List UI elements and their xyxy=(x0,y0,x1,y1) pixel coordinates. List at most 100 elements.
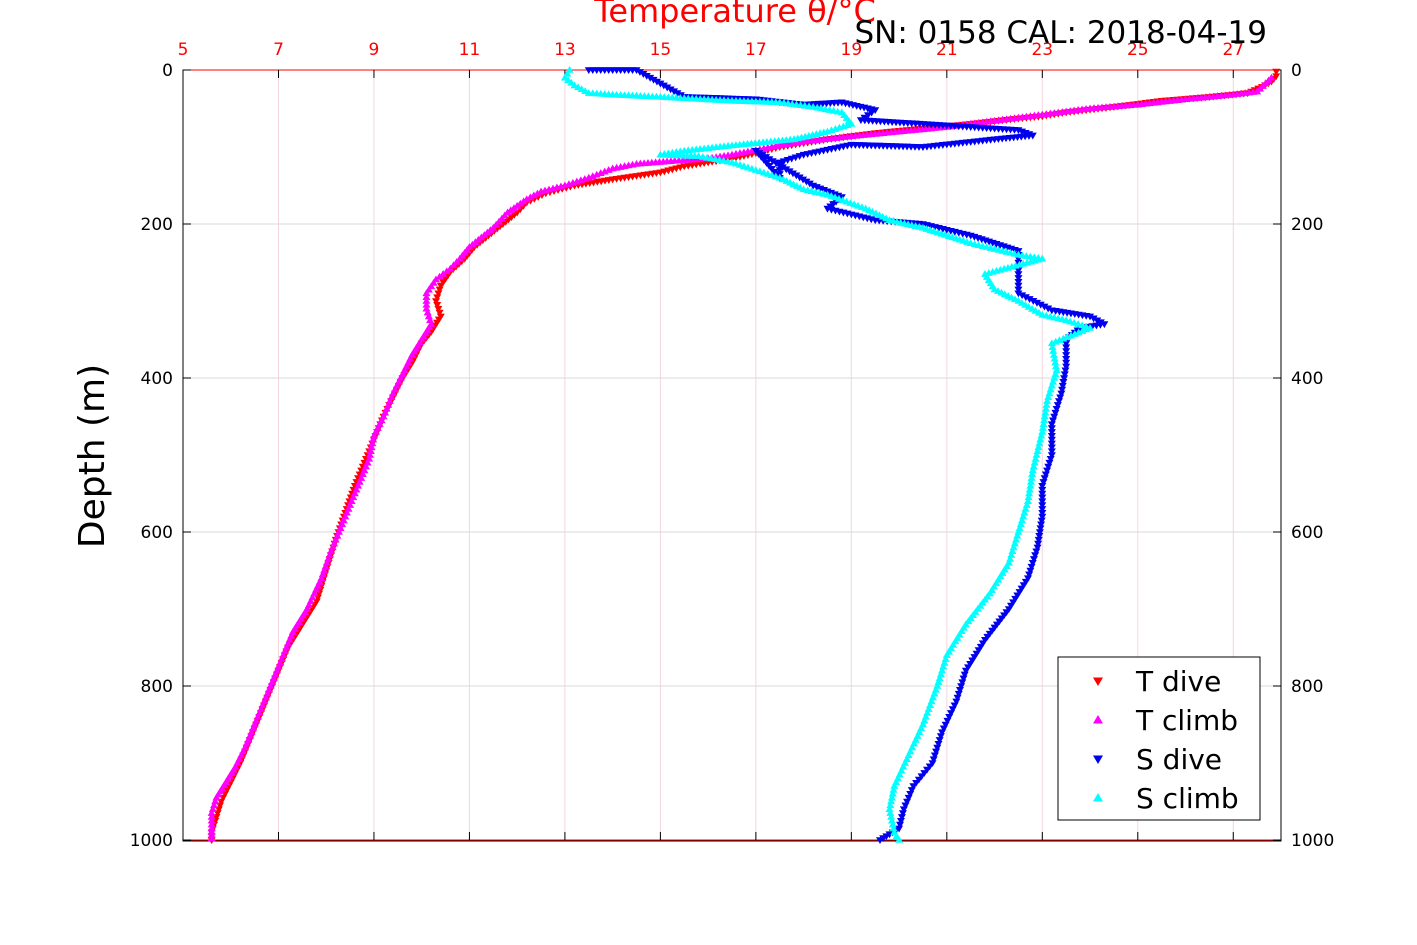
data-point xyxy=(1057,390,1066,398)
data-point xyxy=(939,725,948,733)
data-point xyxy=(434,305,443,313)
data-point xyxy=(942,651,951,658)
data-point xyxy=(1014,528,1023,535)
data-point xyxy=(1050,413,1059,421)
legend: T dive T climb S dive S climb xyxy=(1057,656,1261,821)
data-point xyxy=(436,282,445,290)
data-point xyxy=(1052,366,1061,374)
data-point xyxy=(761,154,770,161)
data-point xyxy=(369,435,378,443)
data-point xyxy=(945,714,954,721)
data-point xyxy=(1010,539,1019,547)
data-point xyxy=(1014,282,1023,290)
data-point xyxy=(943,717,952,725)
top-axis-label: Temperature θ/°C xyxy=(593,0,876,30)
data-point xyxy=(1036,301,1045,309)
data-point xyxy=(639,71,648,78)
data-point xyxy=(422,300,431,308)
data-point xyxy=(751,148,760,155)
data-point xyxy=(765,156,774,164)
data-point xyxy=(1029,556,1038,563)
data-point xyxy=(1022,501,1031,508)
data-point xyxy=(446,264,455,272)
data-point xyxy=(1062,348,1071,356)
data-point xyxy=(1036,525,1045,533)
data-point xyxy=(939,662,948,670)
data-point xyxy=(1058,386,1067,394)
data-point xyxy=(1047,421,1056,429)
data-point xyxy=(1062,344,1071,352)
data-point xyxy=(875,837,884,844)
data-point xyxy=(1047,436,1056,444)
data-point xyxy=(941,721,950,729)
data-point xyxy=(452,257,461,265)
data-point xyxy=(932,748,941,756)
y-tick-label-left: 200 xyxy=(141,215,173,235)
data-point xyxy=(1013,531,1022,539)
data-point xyxy=(890,782,899,789)
data-point xyxy=(1014,286,1023,294)
y-tick-label-left: 1000 xyxy=(130,831,173,851)
data-point xyxy=(1053,402,1062,409)
data-point xyxy=(369,431,378,439)
data-point xyxy=(1015,589,1024,596)
data-point xyxy=(792,172,801,180)
data-point xyxy=(1038,483,1047,490)
data-point xyxy=(1044,305,1053,313)
data-point xyxy=(432,298,441,305)
data-point xyxy=(1037,521,1046,529)
data-point xyxy=(887,797,896,805)
data-point xyxy=(1011,595,1020,603)
legend-label: T dive xyxy=(1135,665,1221,698)
data-point xyxy=(957,683,966,690)
x-tick-label: 7 xyxy=(273,40,284,60)
data-point xyxy=(1062,355,1071,363)
data-point xyxy=(207,812,216,820)
data-point xyxy=(889,824,898,832)
data-point xyxy=(1047,381,1056,389)
data-point xyxy=(366,447,375,454)
data-point xyxy=(864,112,873,120)
data-point xyxy=(1062,359,1071,367)
data-point xyxy=(210,801,219,809)
data-point xyxy=(936,670,945,678)
x-tick-label: 5 xyxy=(178,40,189,60)
data-point xyxy=(635,69,644,76)
data-point xyxy=(802,178,811,186)
data-point xyxy=(799,176,808,184)
data-point xyxy=(1021,504,1030,512)
data-point xyxy=(953,694,962,702)
data-point xyxy=(222,787,231,794)
data-point xyxy=(933,744,942,752)
data-point xyxy=(1046,456,1055,463)
data-point xyxy=(964,664,973,672)
data-point xyxy=(895,825,904,833)
data-point xyxy=(960,671,969,679)
data-point xyxy=(1012,535,1021,543)
chart-title: SN: 0158 CAL: 2018-04-19 xyxy=(855,15,1268,51)
data-point xyxy=(904,794,913,802)
data-point xyxy=(1035,529,1044,536)
data-point xyxy=(435,286,444,294)
data-point xyxy=(886,809,895,816)
data-point xyxy=(1086,313,1095,321)
data-point xyxy=(1055,398,1064,406)
data-point xyxy=(422,297,431,304)
data-point xyxy=(632,67,641,74)
data-point xyxy=(934,678,943,685)
y-tick-label-left: 0 xyxy=(162,61,173,81)
data-point xyxy=(365,451,374,458)
data-point xyxy=(1025,571,1034,579)
data-point xyxy=(966,660,975,668)
data-point xyxy=(1041,408,1050,416)
x-tick-label: 21 xyxy=(936,40,958,60)
data-point xyxy=(1033,447,1042,454)
data-point xyxy=(955,687,964,694)
data-point xyxy=(1047,425,1056,433)
data-point xyxy=(882,833,891,841)
data-point xyxy=(1038,509,1047,517)
data-point xyxy=(449,261,458,269)
x-tick-label: 15 xyxy=(650,40,672,60)
data-point xyxy=(1040,416,1049,424)
y-tick-label-right: 800 xyxy=(1291,677,1323,697)
